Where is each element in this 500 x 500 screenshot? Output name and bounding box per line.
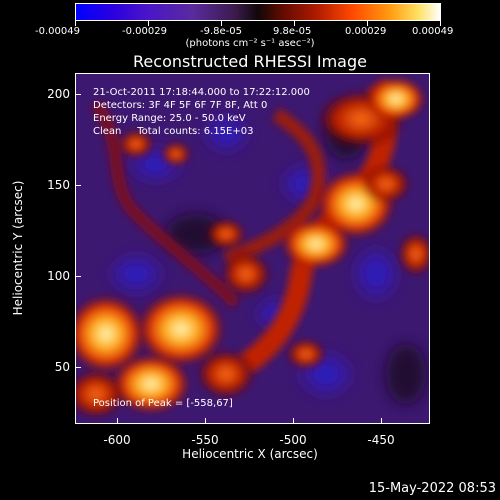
colorbar-label: -0.00029 (122, 26, 167, 37)
date-stamp: 15-May-2022 08:53 (368, 481, 496, 496)
y-tick-label: 100 (47, 269, 70, 283)
peak-position: Position of Peak = [-558,67] (93, 398, 233, 409)
info-time-range: 21-Oct-2011 17:18:44.000 to 17:22:12.000 (93, 87, 310, 98)
info-clean: Clean Total counts: 6.15E+03 (93, 126, 254, 137)
colorbar (75, 3, 441, 21)
y-tick-label: 150 (47, 178, 70, 192)
x-tick-label: -500 (279, 433, 307, 447)
y-tick-label: 200 (47, 87, 70, 101)
y-axis-label: Heliocentric Y (arcsec) (11, 180, 25, 316)
plot-area: 21-Oct-2011 17:18:44.000 to 17:22:12.000… (75, 73, 430, 424)
x-tick-label: -600 (103, 433, 131, 447)
info-energy: Energy Range: 25.0 - 50.0 keV (93, 113, 246, 124)
info-detectors: Detectors: 3F 4F 5F 6F 7F 8F, Att 0 (93, 100, 268, 111)
x-tick-label: -550 (191, 433, 219, 447)
colorbar-label: 9.8e-05 (273, 26, 312, 37)
colorbar-label: 0.00049 (412, 26, 454, 37)
x-tick-label: -450 (367, 433, 395, 447)
colorbar-label: 0.00029 (345, 26, 387, 37)
colorbar-label: -0.00049 (35, 26, 80, 37)
rhessi-image (76, 74, 429, 423)
colorbar-units: (photons cm⁻² s⁻¹ asec⁻²) (185, 38, 315, 49)
x-axis-label: Heliocentric X (arcsec) (182, 447, 318, 461)
plot-title: Reconstructed RHESSI Image (133, 52, 367, 71)
colorbar-label: -9.8e-05 (200, 26, 242, 37)
y-tick-label: 50 (54, 360, 70, 374)
